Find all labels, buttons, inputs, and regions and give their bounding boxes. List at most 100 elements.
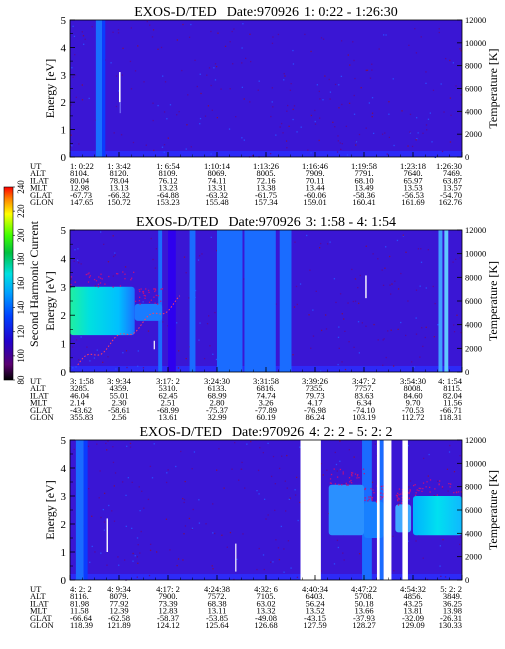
y2-tick-label: 12000 (465, 15, 486, 25)
ephemeris-cell: 68.38 (207, 598, 226, 608)
y2-tick-label: 10000 (465, 38, 486, 48)
ephemeris-cell: -49.08 (255, 613, 277, 623)
y2-tick-label: 4000 (465, 320, 482, 330)
ephemeris-cell: -58.37 (157, 613, 179, 623)
ephemeris-cell: 130.33 (439, 620, 462, 630)
ephemeris-cell: 13.32 (256, 606, 275, 616)
ephemeris-cell: 86.24 (305, 412, 325, 422)
intensity-band (102, 20, 106, 157)
colorbar-tick-label: 180 (16, 252, 26, 266)
y-tick-label: 5 (61, 435, 67, 447)
panel-title-instrument: EXOS-D/TED (134, 5, 216, 20)
x-tick-label: 1: 3:42 (107, 161, 131, 171)
ephemeris-cell: -60.06 (304, 190, 326, 200)
ephemeris-row-label: ALT (30, 591, 47, 601)
ephemeris-cell: 124.12 (156, 620, 179, 630)
ephemeris-cell: 13.11 (208, 606, 227, 616)
ephemeris-cell: 103.19 (352, 412, 375, 422)
x-tick-label: 4:47:22 (351, 584, 377, 594)
panel-title-instrument: EXOS-D/TED (136, 215, 218, 230)
ephemeris-cell: 73.39 (158, 598, 177, 608)
ephemeris-cell: 159.01 (303, 197, 326, 207)
data-gap (383, 440, 392, 580)
ephemeris-cell: 157.34 (254, 197, 278, 207)
ephemeris-cell: -66.71 (440, 405, 462, 415)
ephemeris-row-label: GLAT (30, 190, 53, 200)
data-gap (402, 440, 408, 580)
spectrogram-noise (70, 20, 462, 159)
ephemeris-cell: 72.16 (256, 175, 275, 185)
ephemeris-cell: 7105. (256, 591, 275, 601)
x-tick-label: 3:47: 2 (352, 376, 376, 386)
x-tick-label: 3:39:26 (302, 376, 328, 386)
ephemeris-cell: 13.13 (109, 183, 128, 193)
ephemeris-cell: -66.64 (70, 613, 93, 623)
ephemeris-cell: 12.39 (109, 606, 128, 616)
colorbar-scale (3, 186, 14, 381)
x-tick-label: 3:24:30 (204, 376, 230, 386)
colorbar-tick-label: 80 (16, 375, 26, 385)
x-tick-label: 3:54:30 (400, 376, 426, 386)
colorbar-tick-label: 120 (16, 325, 26, 339)
ephemeris-cell: 13.66 (354, 606, 373, 616)
spectrogram-panel-3: EXOS-D/TED Date:970926 4: 2: 2 - 5: 2: 2 0 1… (30, 425, 500, 630)
ephemeris-cell: 147.65 (70, 197, 93, 207)
ephemeris-cell: 7355. (305, 383, 324, 393)
intensity-region (413, 496, 462, 536)
colorbar-tick-label: 220 (16, 204, 26, 218)
ephemeris-cell: 7469. (443, 168, 462, 178)
y-axis-label: Energy [eV] (43, 480, 57, 539)
ephemeris-cell: 9.70 (406, 398, 421, 408)
ephemeris-cell: 13.44 (305, 183, 325, 193)
ephemeris-cell: 60.19 (256, 412, 275, 422)
data-gap (300, 440, 321, 580)
ephemeris-cell: 8079. (109, 591, 128, 601)
ephemeris-row-label: MLT (30, 606, 48, 616)
ephemeris-row-label: MLT (30, 398, 48, 408)
ephemeris-cell: 118.39 (70, 620, 93, 630)
ephemeris-cell: 2.30 (112, 398, 127, 408)
ephemeris-cell: 128.27 (352, 620, 375, 630)
x-tick-label: 1:26:30 (436, 161, 462, 171)
ephemeris-cell: -67.73 (70, 190, 92, 200)
ephemeris-cell: 80.04 (70, 175, 90, 185)
y-axis-label: Energy [eV] (43, 59, 57, 118)
panel-title-time-range: 3: 1:58 - 4: 1:54 (306, 215, 396, 230)
x-tick-label: 3:17: 2 (156, 376, 180, 386)
ephemeris-cell: 4359. (109, 383, 128, 393)
ephemeris-cell: 79.73 (305, 390, 324, 400)
panel-title-time-range: 4: 2: 2 - 5: 2: 2 (309, 425, 392, 440)
ephemeris-row-label: UT (30, 376, 42, 386)
ephemeris-cell: 56.24 (305, 598, 325, 608)
x-tick-label: 4:24:38 (204, 584, 230, 594)
ephemeris-cell: -77.89 (255, 405, 277, 415)
y-tick-label: 3 (61, 282, 67, 294)
y-tick-label: 4 (61, 463, 67, 475)
panel-title-time-range: 1: 0:22 - 1:26:30 (304, 5, 398, 20)
ephemeris-cell: 7640. (403, 168, 422, 178)
y2-tick-label: 12000 (465, 225, 486, 235)
y2-axis-label: Temperature [K] (486, 48, 500, 128)
y-tick-label: 0 (61, 152, 67, 164)
y-tick-label: 2 (61, 310, 67, 322)
ephemeris-cell: -43.62 (70, 405, 92, 415)
ephemeris-cell: 13.57 (443, 183, 462, 193)
ephemeris-row-label: MLT (30, 183, 48, 193)
intensity-band (279, 230, 292, 372)
ephemeris-cell: -62.58 (108, 613, 130, 623)
ephemeris-cell: 155.48 (205, 197, 228, 207)
ephemeris-cell: 6816. (256, 383, 275, 393)
x-tick-label: 1:13:26 (253, 161, 279, 171)
ephemeris-cell: 7909. (305, 168, 324, 178)
x-tick-label: 4: 1:54 (438, 376, 463, 386)
ephemeris-row-label: GLON (30, 620, 54, 630)
y2-tick-label: 2000 (465, 343, 482, 353)
ephemeris-cell: -66.32 (108, 190, 130, 200)
ephemeris-cell: -56.53 (402, 190, 424, 200)
ephemeris-cell: 55.01 (109, 390, 128, 400)
y2-tick-label: 0 (465, 367, 469, 377)
intensity-band (438, 230, 443, 372)
y-tick-label: 0 (61, 575, 67, 587)
